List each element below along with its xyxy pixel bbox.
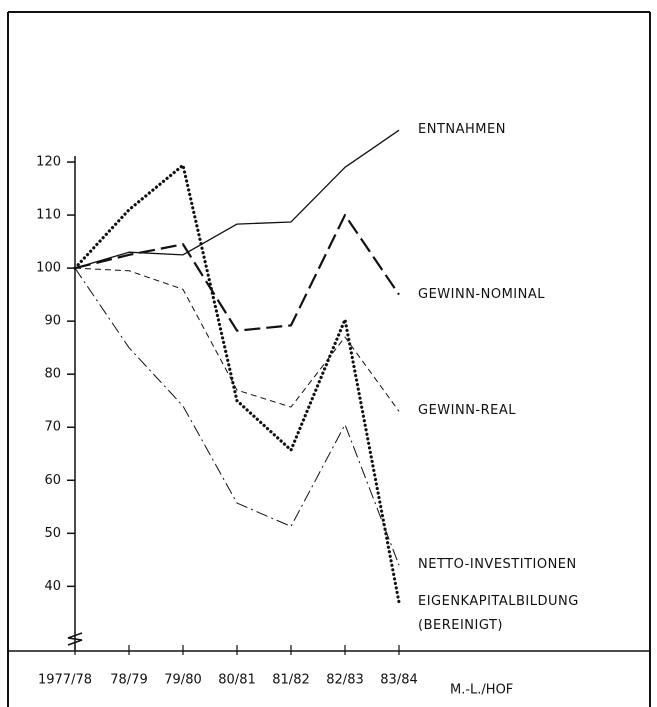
x-tick-label: 80/81 [218, 673, 255, 688]
x-axis-label: M.-L./HOF [450, 683, 513, 698]
y-tick-label: 110 [36, 208, 61, 223]
series-line [74, 129, 400, 269]
x-tick-label: 78/79 [110, 673, 147, 688]
y-tick-label: 100 [36, 261, 61, 276]
x-tick-label: 1977/78 [38, 673, 92, 688]
series-line [74, 267, 400, 412]
series-line [74, 267, 400, 566]
series-label: NETTO-INVESTITIONEN [418, 557, 577, 573]
x-tick-label: 81/82 [272, 673, 309, 688]
y-tick-label: 50 [44, 526, 61, 541]
series-label: GEWINN-NOMINAL [418, 286, 545, 302]
y-tick-label: 70 [44, 420, 61, 435]
series-label: ENTNAHMEN [418, 122, 506, 138]
series-line [73, 163, 401, 604]
series-label: GEWINN-REAL [418, 403, 516, 419]
y-tick-label: 90 [44, 314, 61, 329]
series-label: EIGENKAPITALBILDUNG (BEREINIGT) [418, 594, 579, 634]
series-line [74, 213, 400, 332]
x-tick-label: 79/80 [164, 673, 201, 688]
y-tick-label: 40 [44, 579, 61, 594]
y-tick-label: 80 [44, 367, 61, 382]
x-tick-label: 82/83 [326, 673, 363, 688]
y-tick-label: 120 [36, 155, 61, 170]
y-tick-label: 60 [44, 473, 61, 488]
x-tick-label: 83/84 [380, 673, 417, 688]
